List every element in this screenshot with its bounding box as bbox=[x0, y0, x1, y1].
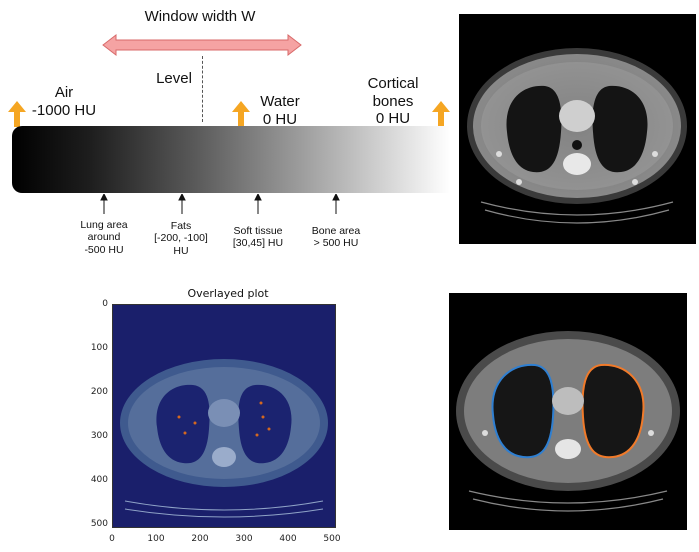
tissue-soft-line1: Soft tissue bbox=[233, 225, 283, 237]
air-value: -1000 HU bbox=[31, 101, 97, 119]
y-tick-label: 300 bbox=[90, 431, 108, 441]
y-tick-label: 200 bbox=[90, 387, 108, 397]
y-tick-label: 500 bbox=[90, 519, 108, 529]
x-tick-label: 100 bbox=[147, 534, 165, 544]
window-width-arrow bbox=[102, 34, 302, 56]
tissue-bone-line2: > 500 HU bbox=[313, 237, 359, 250]
level-label: Level bbox=[156, 70, 192, 87]
overlay-plot: Overlayed plot 0 100 200 300 400 500 0 1… bbox=[80, 286, 360, 548]
cortical-name-line1: Cortical bbox=[367, 75, 419, 92]
cortical-value: 0 HU bbox=[375, 110, 411, 128]
tissue-lung-line3: -500 HU bbox=[84, 243, 124, 256]
x-tick-label: 200 bbox=[191, 534, 209, 544]
segmented-ct-image bbox=[449, 293, 687, 530]
water-label: Water 0 HU bbox=[252, 93, 308, 128]
water-name: Water bbox=[260, 93, 300, 110]
tissue-soft-label: Soft tissue [30,45] HU bbox=[222, 225, 294, 250]
window-width-label: Window width W bbox=[144, 8, 256, 25]
tissue-pointer-arrows bbox=[100, 194, 340, 214]
overlay-plot-area bbox=[112, 304, 336, 528]
x-tick-label: 500 bbox=[323, 534, 341, 544]
water-value: 0 HU bbox=[262, 110, 298, 128]
cortical-bones-label: Cortical bones 0 HU bbox=[356, 75, 430, 128]
tissue-lung-line2: around bbox=[87, 231, 121, 244]
hu-window-diagram: Window width W Level Air -1000 HU Water … bbox=[0, 0, 450, 270]
air-label: Air -1000 HU bbox=[28, 84, 100, 119]
x-tick-label: 300 bbox=[235, 534, 253, 544]
level-dashed-line bbox=[202, 56, 203, 122]
cortical-arrow-icon bbox=[432, 101, 450, 127]
overlay-plot-title: Overlayed plot bbox=[187, 287, 269, 300]
tissue-fats-line2: [-200, -100] bbox=[154, 232, 208, 245]
tissue-lung-line1: Lung area bbox=[80, 219, 128, 231]
ct-scan-image bbox=[459, 14, 696, 244]
air-name: Air bbox=[54, 84, 74, 101]
tissue-fats-line1: Fats bbox=[170, 220, 192, 232]
water-arrow-icon bbox=[232, 101, 250, 127]
x-tick-label: 400 bbox=[279, 534, 297, 544]
tissue-fats-label: Fats [-200, -100] HU bbox=[144, 220, 218, 257]
y-tick-label: 100 bbox=[90, 343, 108, 353]
air-arrow-icon bbox=[8, 101, 26, 127]
cortical-name-line2: bones bbox=[372, 92, 414, 110]
y-tick-label: 0 bbox=[102, 299, 108, 309]
y-tick-label: 400 bbox=[90, 475, 108, 485]
hu-gradient-bar bbox=[12, 126, 450, 193]
tissue-bone-label: Bone area > 500 HU bbox=[300, 225, 372, 250]
x-tick-label: 0 bbox=[109, 534, 115, 544]
tissue-fats-line3: HU bbox=[173, 244, 189, 257]
right-lung-contour bbox=[581, 363, 645, 459]
left-lung-contour bbox=[491, 363, 555, 459]
tissue-lung-label: Lung area around -500 HU bbox=[68, 219, 140, 256]
tissue-soft-line2: [30,45] HU bbox=[232, 237, 284, 250]
tissue-bone-line1: Bone area bbox=[311, 225, 361, 237]
